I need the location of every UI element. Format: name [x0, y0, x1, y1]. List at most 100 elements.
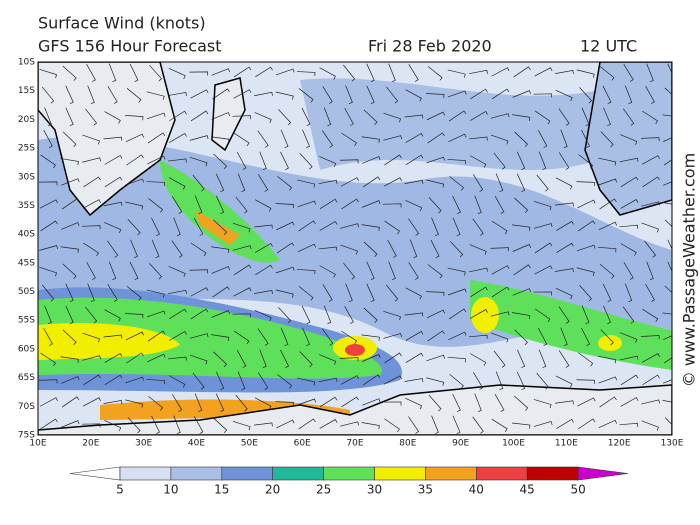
wind-barb — [296, 269, 316, 275]
wind-barb — [211, 136, 230, 143]
wind-barb — [448, 110, 467, 122]
wind-barb — [430, 239, 440, 258]
wind-barb — [298, 220, 316, 232]
wind-barb — [426, 309, 445, 319]
colorbar-segment — [374, 466, 426, 481]
wind-barb — [491, 220, 508, 235]
wind-barb — [383, 310, 402, 321]
wind-barb — [213, 417, 228, 433]
wind-barb — [490, 247, 509, 252]
wind-barb — [232, 245, 252, 251]
wind-barb — [361, 136, 380, 143]
wind-barb — [427, 66, 443, 81]
wind-barb — [104, 374, 123, 386]
wind-barb — [469, 69, 488, 75]
wind-barb — [555, 287, 573, 300]
wind-barb — [512, 312, 531, 320]
colorbar-segment — [170, 466, 223, 481]
wind-barb — [512, 224, 531, 231]
wind-barb — [213, 153, 228, 169]
wind-barb — [297, 179, 316, 188]
wind-barb — [189, 71, 208, 76]
wind-barb — [103, 399, 123, 404]
wind-barb — [298, 286, 314, 301]
wind-barb — [236, 151, 247, 170]
wind-barb — [236, 349, 247, 368]
wind-barb — [339, 357, 359, 362]
wind-barb — [149, 263, 163, 280]
wind-barb — [82, 199, 101, 209]
map-frame — [37, 61, 673, 436]
wind-barb — [577, 397, 596, 407]
wind-barb — [384, 352, 402, 364]
wind-barb — [169, 110, 187, 122]
latitude-label: 15S — [18, 86, 35, 96]
longitude-label: 20E — [82, 439, 99, 449]
wind-barb — [448, 133, 467, 143]
wind-barb — [537, 327, 548, 346]
wind-barb — [448, 331, 467, 341]
wind-barb — [298, 418, 316, 430]
wind-barb — [405, 330, 424, 341]
wind-barb — [449, 373, 464, 389]
wind-barb — [60, 246, 79, 253]
wind-barb — [104, 222, 122, 233]
wind-barb — [642, 308, 659, 323]
wind-barb — [255, 242, 273, 253]
wind-barb — [232, 222, 251, 233]
wind-barb — [512, 244, 532, 252]
wind-barb — [619, 224, 639, 229]
wind-barb — [168, 67, 186, 80]
wind-barb — [622, 108, 635, 126]
wind-barb — [233, 89, 252, 99]
wind-barb — [107, 86, 118, 104]
wind-barb — [319, 220, 338, 231]
wind-barb — [146, 181, 165, 187]
wind-barb — [233, 66, 252, 78]
wind-barb — [103, 201, 123, 207]
wind-barb — [362, 176, 381, 188]
wind-barb — [39, 69, 58, 79]
wind-barb — [146, 91, 165, 100]
wind-barb — [490, 134, 509, 145]
wind-barb — [44, 107, 52, 127]
wind-barb — [232, 420, 251, 431]
wind-barb — [579, 285, 592, 302]
wind-barb — [366, 63, 375, 83]
wind-barb — [667, 239, 672, 259]
latitude-label: 45S — [18, 258, 35, 268]
wind-barb — [322, 284, 333, 302]
wind-barb — [452, 217, 461, 237]
wind-barb — [579, 87, 593, 104]
wind-barb — [323, 107, 332, 127]
wind-barb — [322, 130, 334, 148]
wind-barb — [361, 422, 380, 430]
colorbar-tick-label: 20 — [265, 483, 280, 497]
colorbar-high — [577, 466, 629, 481]
wind-barb — [598, 355, 617, 364]
wind-barb — [275, 203, 294, 209]
wind-barb — [363, 241, 378, 258]
wind-barb — [490, 332, 509, 343]
wind-barb — [103, 334, 123, 339]
longitude-label: 60E — [294, 439, 311, 449]
colorbar-tick-label: 30 — [367, 483, 382, 497]
wind-barb — [662, 312, 672, 315]
wind-barb — [124, 313, 144, 319]
wind-barb — [513, 66, 531, 78]
wind-barb — [555, 69, 574, 74]
wind-barb — [512, 90, 532, 98]
longitude-label: 80E — [399, 439, 416, 449]
wind-barb — [151, 415, 160, 434]
wind-barb — [82, 355, 101, 361]
wind-barb — [447, 90, 467, 98]
wind-barb — [322, 86, 333, 104]
wind-barb — [168, 177, 186, 190]
wind-barb — [297, 200, 317, 208]
wind-barb — [470, 286, 488, 298]
wind-barb — [189, 333, 209, 339]
latitude-label: 10S — [18, 58, 35, 68]
wind-barb — [103, 136, 123, 141]
wind-barb — [533, 200, 552, 211]
wind-barb — [168, 92, 187, 97]
